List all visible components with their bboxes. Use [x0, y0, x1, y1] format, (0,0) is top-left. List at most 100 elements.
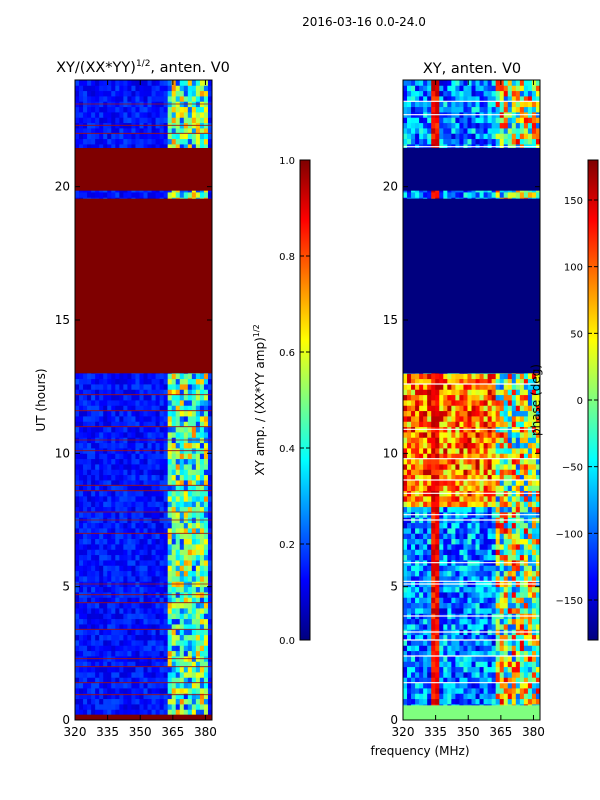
heatmap-cell — [443, 608, 448, 614]
heatmap-cell — [75, 666, 80, 673]
heatmap-cell — [159, 490, 165, 497]
heatmap-cell — [91, 698, 96, 705]
heatmap-cell — [183, 709, 189, 716]
heatmap-cell — [447, 650, 452, 657]
heatmap-cell — [495, 661, 501, 668]
heatmap-cell — [155, 117, 161, 124]
heatmap-cell — [423, 672, 428, 678]
heatmap-cell — [179, 640, 185, 646]
heatmap-cell — [427, 624, 432, 630]
heatmap-cell — [187, 426, 193, 433]
heatmap-cell — [155, 522, 161, 529]
heatmap-cell — [111, 682, 116, 689]
heatmap-cell — [99, 570, 104, 577]
heatmap-cell — [87, 421, 92, 428]
heatmap-cell — [159, 506, 165, 513]
heatmap-cell — [111, 426, 116, 433]
heatmap-cell — [123, 410, 128, 417]
heatmap-cell — [79, 688, 84, 694]
heatmap-cell — [107, 128, 112, 134]
heatmap-cell — [111, 394, 116, 401]
heatmap-cell — [143, 522, 148, 529]
heatmap-cell — [195, 672, 201, 678]
heatmap-cell — [91, 608, 96, 614]
heatmap-cell — [139, 613, 144, 620]
heatmap-cell — [155, 138, 161, 145]
heatmap-cell — [79, 560, 84, 566]
heatmap-cell — [139, 128, 144, 134]
heatmap-cell — [455, 682, 460, 689]
heatmap-cell — [207, 640, 213, 646]
heatmap-cell — [91, 480, 96, 486]
heatmap-cell — [131, 421, 136, 428]
heatmap-cell — [87, 698, 92, 705]
heatmap-cell — [195, 576, 201, 582]
heatmap-cell — [147, 90, 152, 97]
heatmap-cell — [167, 549, 173, 556]
heatmap-cell — [99, 528, 104, 534]
heatmap-cell — [91, 144, 96, 150]
heatmap-cell — [87, 480, 92, 486]
heatmap-cell — [407, 682, 412, 689]
heatmap-cell — [199, 112, 205, 118]
heatmap-cell — [79, 378, 84, 385]
heatmap-cell — [171, 645, 177, 652]
heatmap-cell — [187, 597, 193, 604]
heatmap-cell — [503, 672, 509, 678]
heatmap-cell — [415, 650, 420, 657]
heatmap-cell — [479, 693, 484, 700]
heatmap-cell — [199, 693, 205, 700]
heatmap-cell — [79, 432, 84, 438]
heatmap-cell — [127, 677, 132, 684]
heatmap-cell — [159, 661, 165, 668]
heatmap-cell — [87, 565, 92, 572]
heatmap-cell — [199, 597, 205, 604]
heatmap-cell — [443, 650, 448, 657]
heatmap-cell — [443, 592, 448, 598]
heatmap-cell — [183, 618, 189, 625]
heatmap-cell — [475, 650, 480, 657]
heatmap-cell — [527, 650, 533, 657]
heatmap-cell — [123, 506, 128, 513]
heatmap-cell — [151, 597, 156, 604]
heatmap-cell — [195, 608, 201, 614]
heatmap-cell — [127, 682, 132, 689]
heatmap-cell — [155, 634, 161, 641]
heatmap-cell — [167, 410, 173, 417]
heatmap-cell — [171, 469, 177, 476]
heatmap-cell — [127, 474, 132, 481]
heatmap-cell — [123, 624, 128, 630]
heatmap-cell — [103, 698, 108, 705]
heatmap-cell — [119, 698, 124, 705]
heatmap-cell — [427, 645, 432, 652]
heatmap-cell — [115, 138, 120, 145]
heatmap-cell — [187, 138, 193, 145]
heatmap-cell — [99, 666, 104, 673]
heatmap-cell — [439, 698, 444, 705]
heatmap-cell — [91, 192, 96, 198]
heatmap-cell — [203, 416, 209, 422]
heatmap-cell — [191, 106, 197, 113]
heatmap-cell — [95, 400, 100, 406]
heatmap-cell — [147, 474, 152, 481]
heatmap-cell — [147, 602, 152, 609]
heatmap-cell — [155, 426, 161, 433]
heatmap-cell — [115, 586, 120, 593]
heatmap-cell — [75, 394, 80, 401]
heatmap-cell — [127, 672, 132, 678]
heatmap-cell — [403, 586, 408, 593]
heatmap-cell — [175, 677, 181, 684]
heatmap-cell — [115, 458, 120, 465]
heatmap-cell — [495, 688, 501, 694]
heatmap-cell — [123, 666, 128, 673]
heatmap-cell — [519, 677, 525, 684]
heatmap-cell — [91, 677, 96, 684]
heatmap-cell — [175, 485, 181, 492]
heatmap-cell — [527, 640, 533, 646]
heatmap-cell — [203, 501, 209, 508]
heatmap-cell — [491, 597, 497, 604]
heatmap-cell — [435, 586, 440, 593]
heatmap-cell — [119, 400, 124, 406]
heatmap-cell — [107, 416, 112, 422]
heatmap-cell — [155, 554, 161, 561]
